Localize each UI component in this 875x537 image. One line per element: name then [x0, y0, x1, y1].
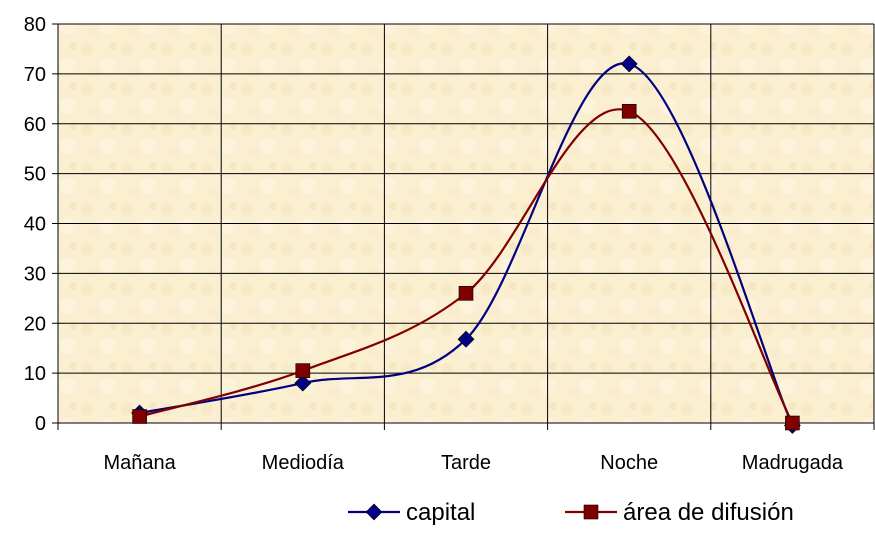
y-tick-label: 30 [24, 263, 46, 285]
x-tick-label: Tarde [441, 452, 491, 474]
data-point-capital-tarde [457, 330, 475, 348]
y-tick-label: 80 [24, 14, 46, 36]
series-line-capital [139, 62, 794, 426]
x-tick-label: Madrugada [742, 452, 844, 474]
data-point-area-de-difusion-manana [132, 409, 147, 424]
series-line-area-de-difusion [139, 108, 794, 424]
y-tick-label: 60 [24, 114, 46, 136]
x-tick-label: Noche [600, 452, 658, 474]
x-axis-ticks: Mañana Mediodía Tarde Noche Madrugada [57, 423, 875, 474]
data-point-capital-mediodia [294, 374, 312, 392]
y-tick-label: 70 [24, 64, 46, 86]
x-tick-label: Mediodía [262, 452, 345, 474]
y-tick-label: 40 [24, 214, 46, 236]
data-point-area-de-difusion-noche [621, 103, 637, 119]
legend: capital área de difusión [348, 499, 794, 526]
y-tick-label: 20 [24, 313, 46, 335]
series-group [131, 55, 801, 434]
data-point-area-de-difusion-mediodia [295, 363, 311, 378]
y-tick-label: 10 [24, 363, 46, 385]
legend-label-capital: capital [406, 499, 475, 526]
data-point-area-de-difusion-tarde [458, 286, 474, 301]
legend-marker-capital [365, 503, 383, 521]
y-tick-label: 0 [35, 413, 46, 435]
data-point-area-de-difusion-madrugada [785, 415, 800, 431]
y-axis-ticks: 0 10 20 30 40 50 60 70 80 [24, 14, 58, 435]
legend-marker-area-de-difusion [583, 504, 599, 520]
x-tick-label: Mañana [103, 452, 176, 474]
gridlines [58, 23, 875, 423]
data-point-capital-noche [620, 55, 638, 73]
legend-label-area-de-difusion: área de difusión [623, 499, 794, 526]
y-tick-label: 50 [24, 164, 46, 186]
